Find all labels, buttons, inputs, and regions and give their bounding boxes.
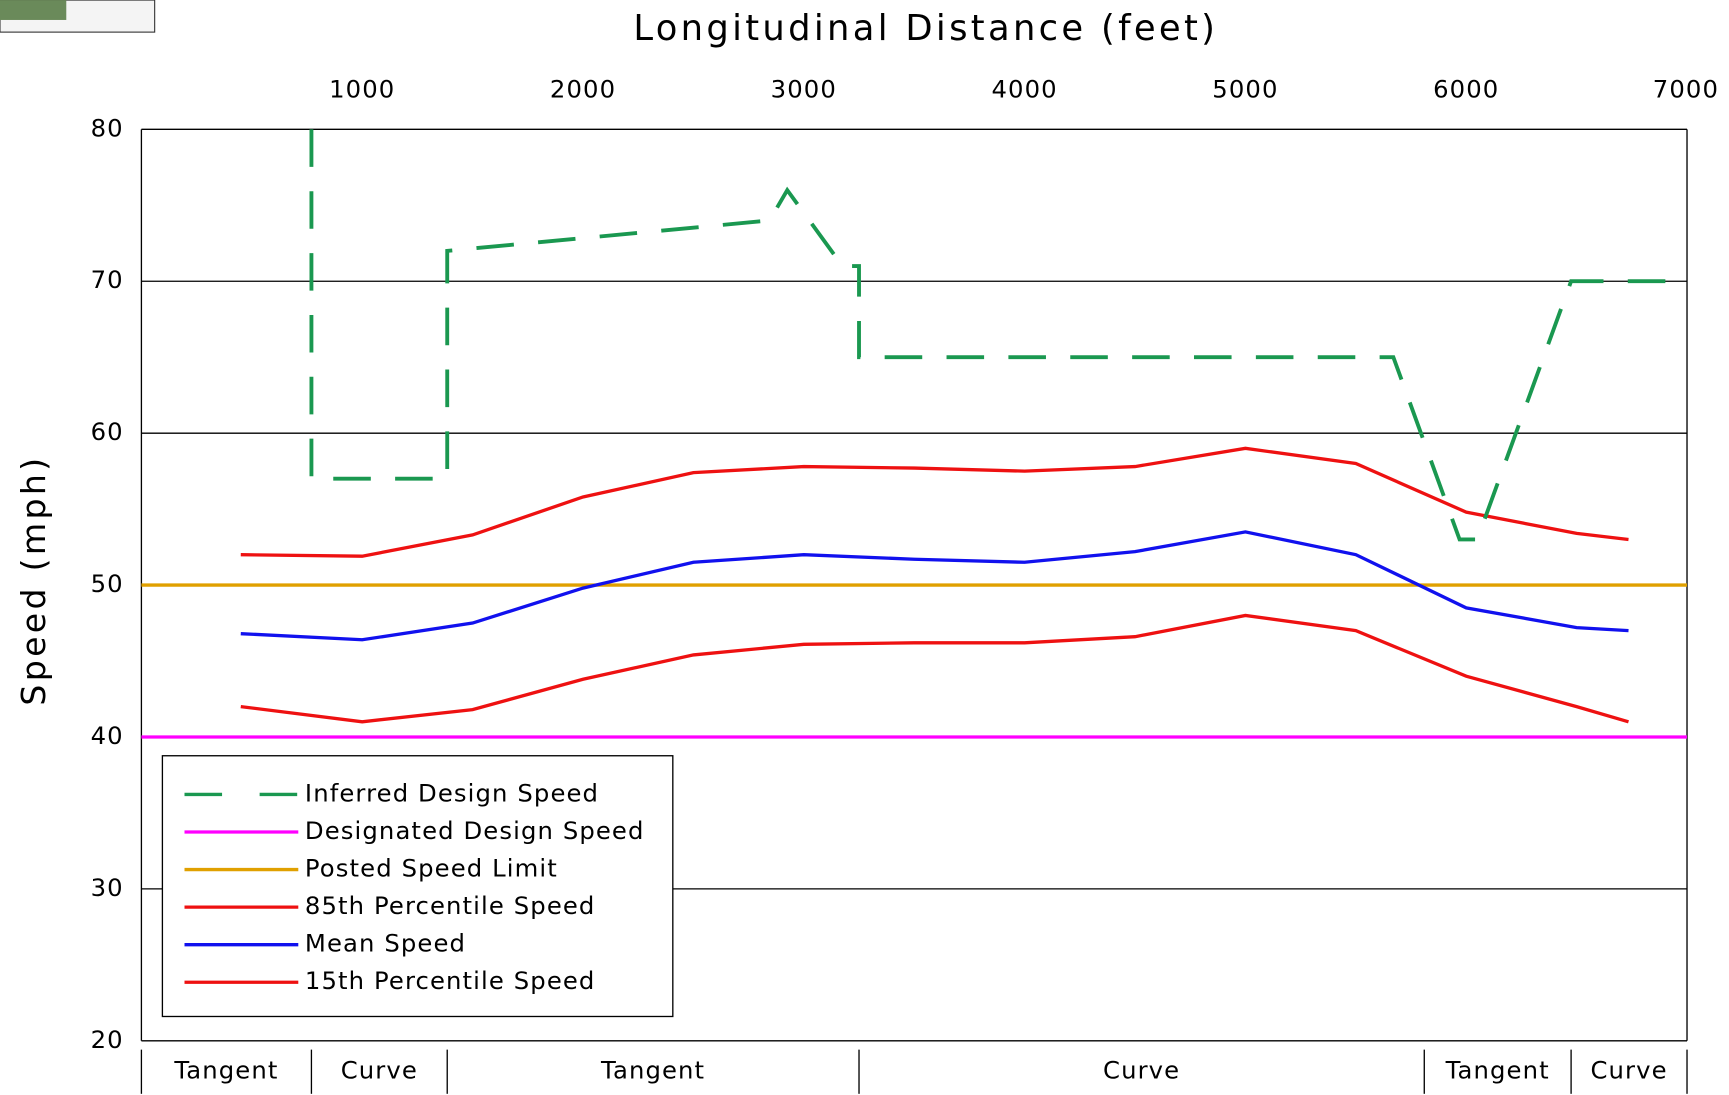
- y-tick-label: 30: [91, 873, 124, 902]
- x-tick-label: 2000: [550, 75, 616, 104]
- segment-label: Curve: [341, 1056, 418, 1085]
- y-tick-label: 50: [91, 569, 124, 598]
- legend-box: [161, 755, 674, 1018]
- y-tick-label: 60: [91, 417, 124, 446]
- x-tick-label: 3000: [771, 75, 837, 104]
- series-line: [309, 129, 1688, 542]
- y-tick-label: 40: [91, 721, 124, 750]
- x-tick-label: 1000: [329, 75, 395, 104]
- x-tick-label: 7000: [1653, 75, 1719, 104]
- segment-label: Tangent: [600, 1056, 705, 1085]
- segment-label: Tangent: [173, 1056, 278, 1085]
- x-tick-label: 6000: [1433, 75, 1499, 104]
- y-tick-label: 80: [91, 113, 124, 142]
- thumbnail-image: [0, 0, 67, 20]
- series-line: [240, 613, 1629, 724]
- y-tick-label: 20: [91, 1025, 124, 1054]
- legend-label: 85th Percentile Speed: [305, 891, 596, 920]
- segment-label: Curve: [1590, 1056, 1667, 1085]
- x-tick-label: 4000: [991, 75, 1057, 104]
- legend-label: 15th Percentile Speed: [305, 966, 596, 995]
- legend-label: Posted Speed Limit: [305, 854, 558, 883]
- segment-label: Curve: [1103, 1056, 1180, 1085]
- legend-label: Designated Design Speed: [305, 816, 645, 845]
- y-tick-label: 70: [91, 265, 124, 294]
- chart-title: Longitudinal Distance (feet): [633, 8, 1218, 49]
- x-tick-label: 5000: [1212, 75, 1278, 104]
- segment-label: Tangent: [1445, 1056, 1550, 1085]
- series-line: [240, 446, 1629, 558]
- series-line: [240, 530, 1629, 642]
- legend-label: Mean Speed: [305, 929, 466, 958]
- y-axis-label: Speed (mph): [14, 455, 53, 706]
- legend-label: Inferred Design Speed: [305, 778, 599, 807]
